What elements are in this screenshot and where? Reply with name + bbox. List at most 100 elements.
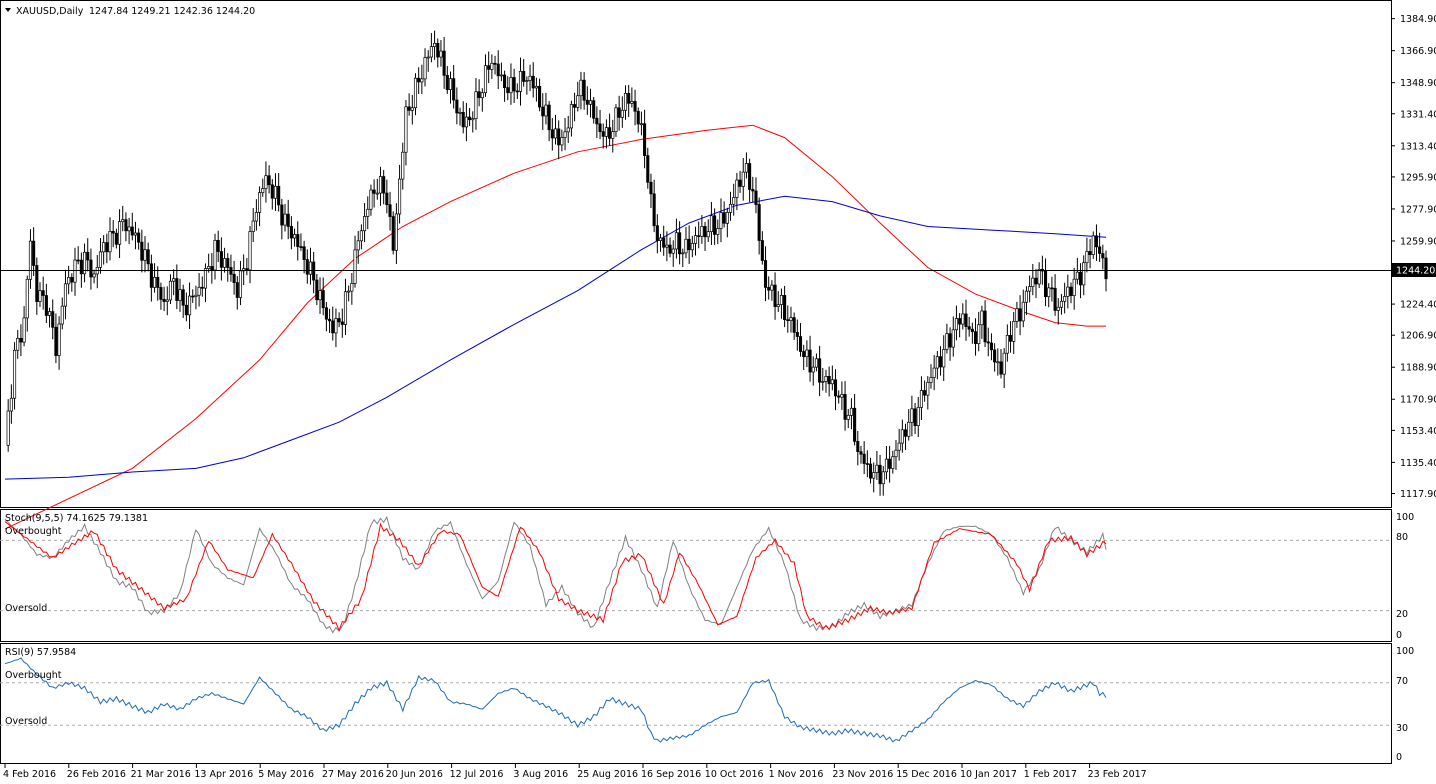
candle-body [582,79,586,101]
time-tick-label: 10 Oct 2016 [705,769,764,780]
candle-body [468,116,472,121]
candle-body [970,328,974,333]
candle-body [385,192,389,206]
candle-body [213,239,217,271]
candle-body [725,212,729,224]
rsi-tick-100: 100 [1396,646,1414,657]
candle-body [401,151,405,180]
candle-body [703,226,707,238]
candle-body [735,179,739,198]
ohlc-values: 1247.84 1249.21 1242.36 1244.20 [89,6,255,17]
candle-body [191,295,195,298]
candle-body [875,464,879,473]
candle-body [12,349,17,399]
candle-body [802,351,806,358]
candle-body [1018,308,1022,322]
candle-body [28,240,33,280]
candle-body [452,78,456,101]
time-tick-label: 15 Dec 2016 [896,769,957,780]
rsi-pane[interactable] [0,643,1392,764]
candle-body [538,86,542,108]
candle-body [455,99,459,114]
candle-body [919,390,923,408]
candle-body [592,100,596,119]
candle-body [47,311,52,316]
candle-body [907,421,911,437]
candle-body [716,228,720,235]
candle-body [1043,270,1048,298]
candle-body [929,377,933,383]
candle-body [153,276,157,288]
candle-body [643,123,647,156]
candle-body [238,270,243,298]
stoch-lines [4,515,1107,634]
time-tick-label: 1 Feb 2017 [1024,769,1077,780]
candle-body [515,90,519,93]
candle-body [868,463,873,479]
candle-body [652,193,656,227]
candle-body [420,78,424,83]
candle-body [261,188,265,193]
candle-body [181,289,185,306]
candle-body [693,235,698,244]
candle-body [273,185,278,199]
time-tick-label: 20 Jun 2016 [386,769,443,780]
candle-body [506,87,510,94]
candle-body [588,100,593,105]
candle-body [900,429,904,444]
moving-averages [4,124,1107,530]
candle-body [671,248,675,254]
candle-body [315,279,319,301]
candle-body [175,278,179,301]
dropdown-arrow-icon[interactable] [5,8,11,12]
candle-body [296,234,300,247]
candle-body [1078,271,1083,286]
candle-body [805,349,809,358]
candle-body [480,92,484,99]
candle-body [70,277,74,283]
candle-body [1094,235,1099,248]
candle-body [563,131,567,138]
candle-body [878,464,882,485]
stoch-pane[interactable] [0,509,1392,642]
time-tick-label: 1 Nov 2016 [769,769,824,780]
candle-body [331,320,335,334]
candle-body [108,231,112,253]
candle-body [363,216,367,232]
candle-body [993,349,997,363]
candle-body [188,295,192,316]
candle-body [961,313,965,325]
candle-body [89,259,93,278]
candle-body [232,273,236,283]
candle-body [541,106,545,117]
candle-body [751,189,755,192]
candle-body [92,273,96,278]
candle-body [1088,251,1092,255]
rsi-oversold-label: Oversold [5,716,47,727]
candle-body [1012,321,1016,342]
candle-body [318,290,322,301]
candle-body [509,77,513,94]
candle-body [910,408,914,423]
candle-body [859,451,863,455]
candle-body [1056,306,1060,311]
stoch-label: Stoch(9,5,5) 74.1625 79.1381 [5,513,148,524]
candle-body [1059,300,1064,308]
candle-body [687,238,691,251]
candle-body [913,408,917,426]
candle-body [503,74,507,89]
candle-body [375,192,379,195]
candle-body [983,310,987,343]
candle-body [321,290,325,309]
candle-body [1015,308,1019,322]
candle-body [302,246,306,260]
candle-body [25,278,29,319]
candle-body [923,390,927,396]
candle-body [1069,286,1073,296]
candle-body [98,251,103,268]
candle-body [356,240,360,251]
candle-body [821,381,825,383]
candle-body [964,313,968,328]
candle-body [60,305,64,325]
candle-body [888,458,892,469]
